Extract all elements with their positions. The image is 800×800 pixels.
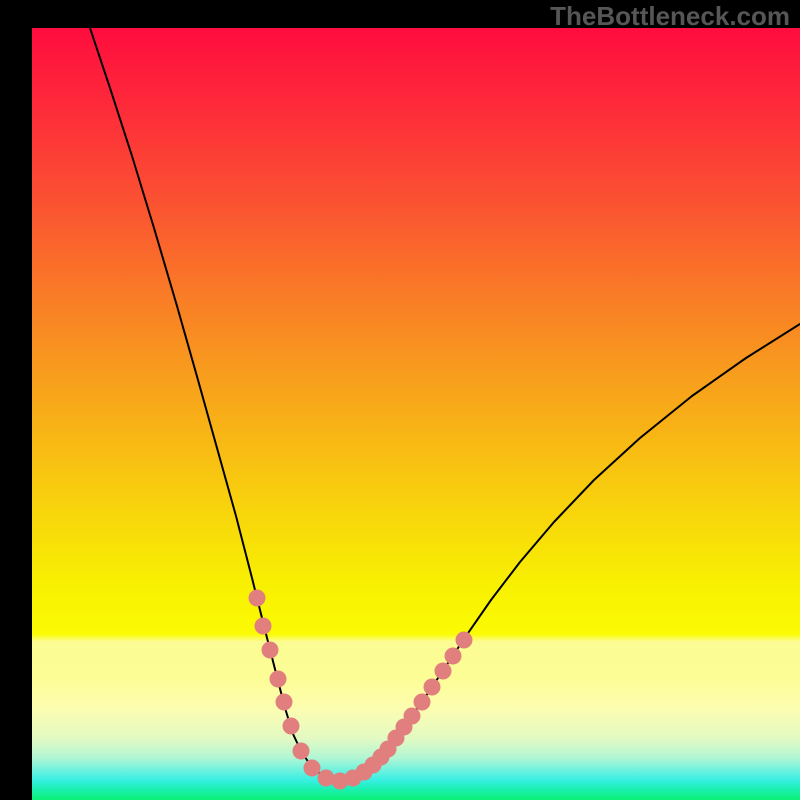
curve-marker [435, 663, 452, 680]
curve-marker [414, 694, 431, 711]
curve-marker [262, 642, 279, 659]
curve-marker [304, 760, 321, 777]
curve-marker [456, 632, 473, 649]
curve-marker [404, 708, 421, 725]
curve-marker [424, 679, 441, 696]
curve-marker [270, 671, 287, 688]
curve-marker [293, 743, 310, 760]
curve-marker [255, 618, 272, 635]
curve-marker [249, 590, 266, 607]
watermark-text: TheBottleneck.com [550, 1, 790, 32]
curve-marker [445, 648, 462, 665]
curve-marker [318, 770, 335, 787]
curve-marker [283, 718, 300, 735]
curve-marker [276, 694, 293, 711]
